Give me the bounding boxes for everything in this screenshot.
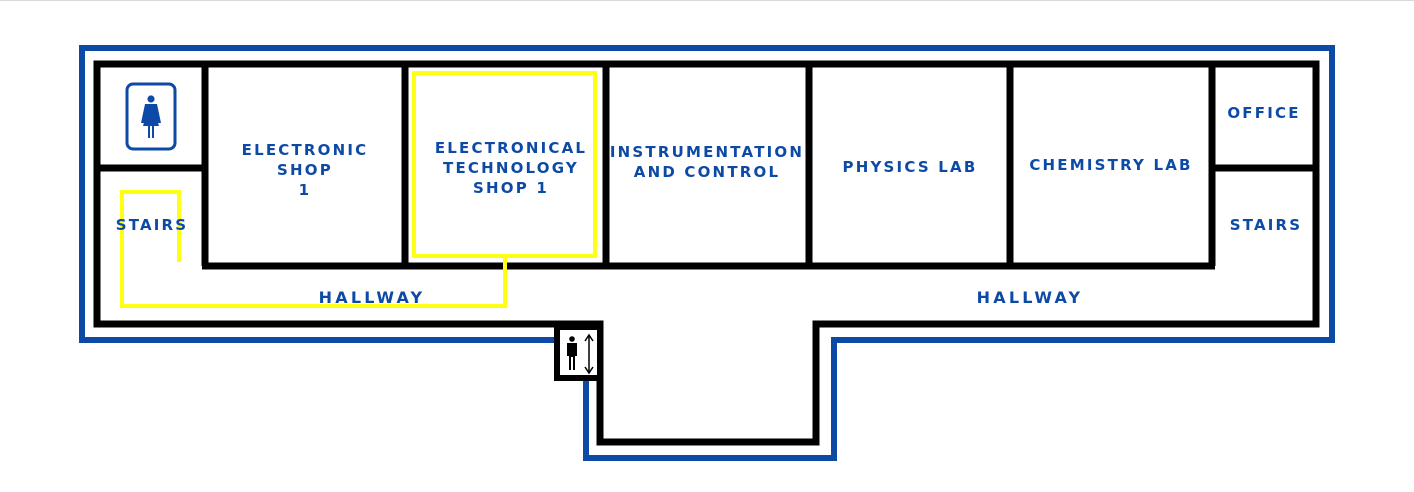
top-divider [0,0,1414,1]
room-label-stairs-right: STAIRS [1229,216,1303,234]
interior-walls [97,64,1316,270]
elevator-box [554,324,603,381]
room-label-electronic-shop: ELECTRONIC SHOP 1 [241,141,369,199]
room-label-electronical-technology-shop: ELECTRONICAL TECHNOLOGY SHOP 1 [434,139,588,197]
building-walls [93,60,1320,446]
elevator-icon [567,333,594,375]
room-label-physics-lab: PHYSICS LAB [842,158,978,176]
room-label-instrumentation-control: INSTRUMENTATION AND CONTROL [609,143,805,181]
hallway-label-left: HALLWAY [318,288,426,307]
room-label-office: OFFICE [1227,104,1301,122]
hallway-label-right: HALLWAY [976,288,1084,307]
room-label-stairs-left: STAIRS [115,216,189,234]
building-outline [79,45,1335,461]
room-label-chemistry-lab: CHEMISTRY LAB [1029,156,1193,174]
route-path [120,71,597,308]
woman-restroom-icon [125,82,177,151]
